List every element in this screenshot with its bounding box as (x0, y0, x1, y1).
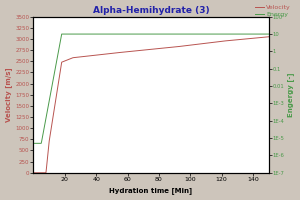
Velocity (215, 41, 219, 43)
Velocity (127, 50, 130, 53)
Title: Alpha-Hemihydrate (3): Alpha-Hemihydrate (3) (93, 6, 209, 15)
Y-axis label: Velocity [m/s]: Velocity [m/s] (6, 67, 13, 122)
Y-axis label: Engergy [-]: Engergy [-] (287, 73, 294, 117)
Energy (60, 33, 64, 35)
Velocity (193, 43, 197, 46)
Energy (136, 33, 139, 35)
Energy (127, 33, 130, 35)
Legend: Velocity, Energy: Velocity, Energy (255, 5, 291, 17)
Energy (220, 33, 223, 35)
Line: Energy: Energy (33, 34, 269, 143)
Energy (215, 33, 219, 35)
Energy (267, 33, 271, 35)
X-axis label: Hydration time [Min]: Hydration time [Min] (110, 188, 193, 194)
Velocity (135, 50, 139, 52)
Velocity (32, 172, 35, 174)
Velocity (56, 88, 59, 90)
Energy (194, 33, 197, 35)
Velocity (219, 40, 223, 43)
Energy (56, 55, 59, 58)
Line: Velocity: Velocity (33, 37, 269, 173)
Velocity (267, 36, 271, 38)
Energy (32, 142, 35, 145)
